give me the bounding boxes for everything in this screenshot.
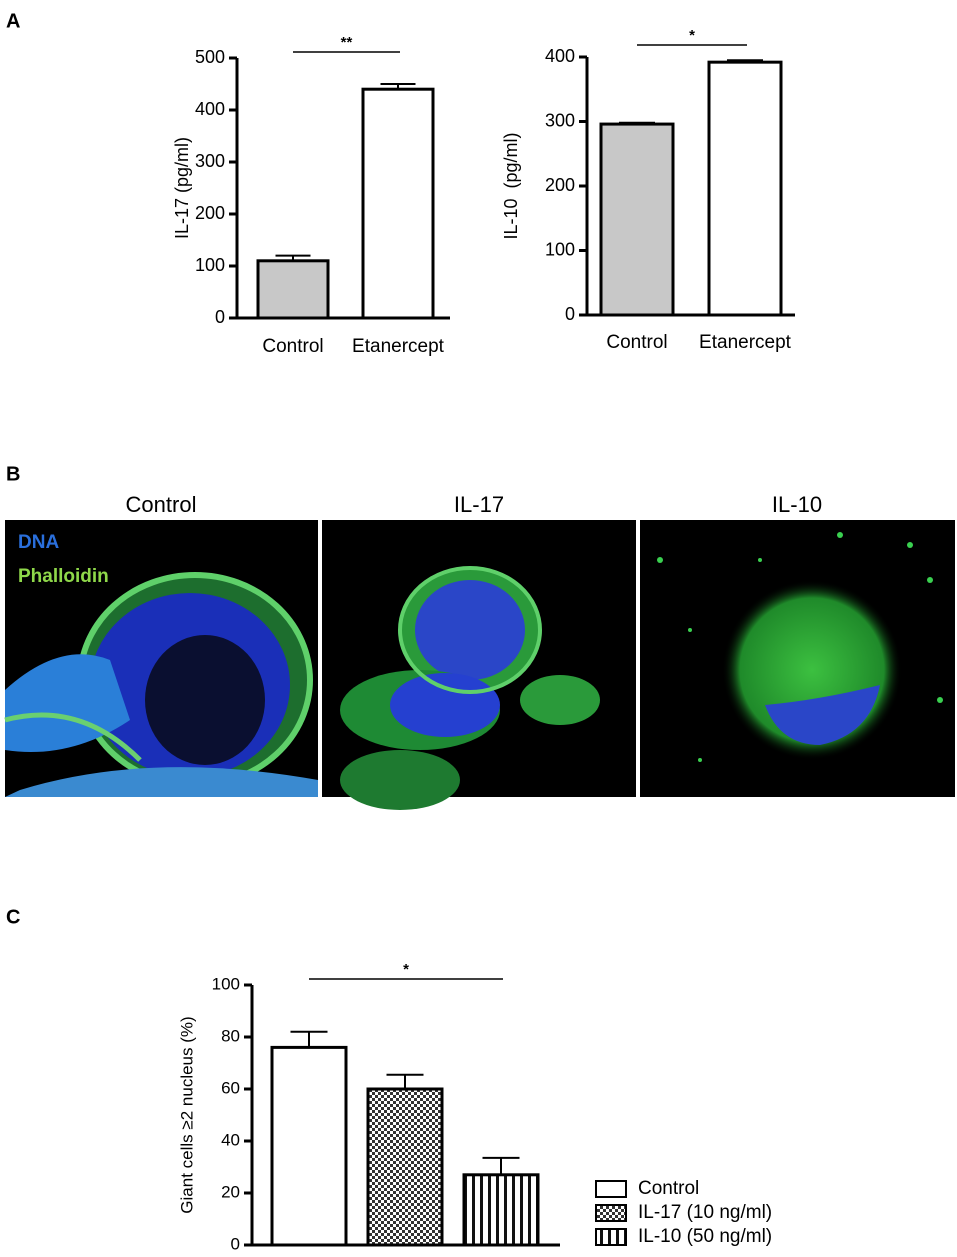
image-title: IL-17 — [454, 492, 504, 517]
x-tick-label: Etanercept — [699, 332, 792, 353]
y-tick-label: 100 — [195, 255, 225, 275]
bar — [256, 259, 330, 320]
image-title: Control — [126, 492, 197, 517]
bar — [361, 87, 435, 320]
y-tick-label: 60 — [221, 1078, 240, 1097]
legend-swatch — [595, 1204, 627, 1222]
y-tick-label: 0 — [215, 307, 225, 327]
panel-label: B — [6, 463, 20, 485]
y-tick-label: 400 — [195, 99, 225, 119]
bar — [270, 1045, 348, 1247]
image — [4, 520, 318, 797]
stain-label: Phalloidin — [18, 566, 109, 587]
y-tick-label: 500 — [195, 47, 225, 67]
bar — [707, 60, 783, 317]
panel-label: C — [6, 906, 20, 928]
y-axis-label: Giant cells ≥2 nucleus (%) — [177, 1016, 196, 1213]
y-tick-label: 100 — [212, 974, 240, 993]
y-tick-label: 100 — [545, 239, 575, 259]
significance-label: * — [689, 27, 695, 44]
x-tick-label: Control — [606, 332, 667, 353]
bar — [462, 1173, 540, 1247]
legend-swatch — [595, 1180, 627, 1198]
y-tick-label: 400 — [545, 46, 575, 66]
y-tick-label: 300 — [545, 110, 575, 130]
bar — [599, 122, 675, 317]
legend-label: Control — [638, 1178, 699, 1199]
legend-label: IL-17 (10 ng/ml) — [638, 1202, 772, 1223]
y-axis-label: IL-17 (pg/ml) — [172, 137, 192, 239]
y-tick-label: 80 — [221, 1026, 240, 1045]
stain-label: DNA — [18, 532, 59, 553]
legend-label: IL-10 (50 ng/ml) — [638, 1226, 772, 1247]
significance-label: ** — [341, 34, 353, 51]
legend-swatch — [595, 1228, 627, 1246]
y-tick-label: 20 — [221, 1182, 240, 1201]
image — [322, 520, 636, 810]
micrographs: Control IL-17 IL-10 DNA Phalloidin — [4, 492, 955, 810]
image — [640, 520, 955, 797]
bar — [366, 1087, 444, 1247]
image-title: IL-10 — [772, 492, 822, 517]
y-tick-label: 300 — [195, 151, 225, 171]
panel-label: A — [6, 10, 20, 32]
y-tick-label: 200 — [545, 175, 575, 195]
x-tick-label: Etanercept — [352, 336, 445, 357]
y-tick-label: 0 — [231, 1234, 240, 1253]
y-tick-label: 40 — [221, 1130, 240, 1149]
significance-label: * — [403, 961, 409, 978]
x-tick-label: Control — [262, 336, 323, 357]
y-tick-label: 0 — [565, 304, 575, 324]
y-tick-label: 200 — [195, 203, 225, 223]
y-axis-label: IL-10 (pg/ml) — [501, 132, 521, 239]
